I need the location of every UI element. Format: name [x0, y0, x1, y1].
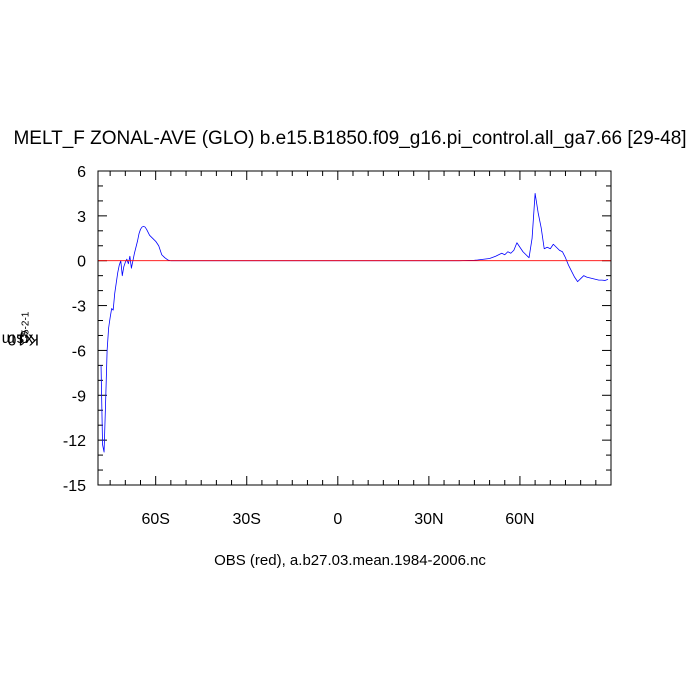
y-tick-label: 6: [77, 164, 86, 181]
x-tick-label: 30N: [414, 511, 443, 528]
x-tick-label: 60N: [505, 511, 534, 528]
y-tick-label: -3: [72, 299, 86, 316]
series-line-model: [100, 193, 609, 453]
y-tick-label: -12: [63, 433, 86, 450]
chart-caption: OBS (red), a.b27.03.mean.1984-2006.nc: [214, 552, 486, 569]
series-group: [98, 193, 611, 453]
tick-labels: 6 3 0 -3 -6 -9 -12 -15 60S 30S 0 30N 60N: [63, 164, 535, 528]
y-tick-label: 3: [77, 209, 86, 226]
y-tick-label: -9: [72, 388, 86, 405]
y-tick-label: 0: [77, 254, 86, 271]
axis-ticks: [98, 170, 611, 486]
x-tick-label: 60S: [141, 511, 169, 528]
x-tick-label: 0: [333, 511, 342, 528]
y-tick-label: -15: [63, 478, 86, 495]
chart-title: MELT_F ZONAL-AVE (GLO) b.e15.B1850.f09_g…: [13, 128, 687, 149]
x-tick-label: 30S: [233, 511, 261, 528]
y-tick-label: -6: [72, 343, 86, 360]
plot-frame: [97, 170, 612, 486]
